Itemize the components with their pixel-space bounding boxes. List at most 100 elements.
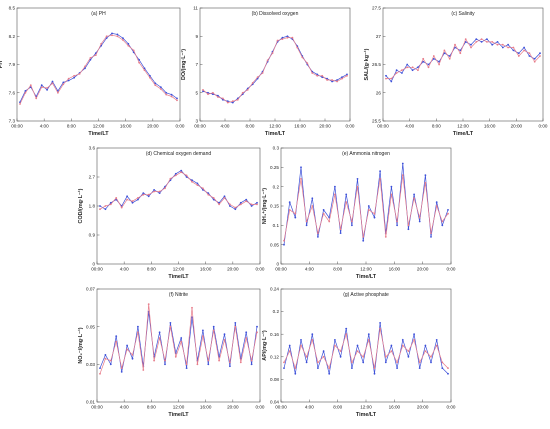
- chart-title: (b) Dissolved oxygen: [252, 11, 299, 17]
- data-point: [480, 38, 483, 40]
- data-point: [185, 176, 188, 178]
- y-tick-label: 0.25: [270, 165, 279, 170]
- data-point: [212, 93, 214, 96]
- data-point: [153, 359, 156, 362]
- x-tick-label: 0:00: [346, 124, 355, 129]
- data-point: [305, 355, 308, 358]
- data-point: [396, 220, 398, 223]
- data-point: [24, 90, 27, 92]
- series-line-0: [99, 170, 258, 210]
- data-point: [288, 209, 291, 211]
- y-tick-label: 0.03: [86, 362, 95, 367]
- plot-frame: [16, 7, 181, 122]
- x-axis-label: Time/LT: [265, 131, 286, 137]
- data-point: [261, 72, 264, 74]
- data-point: [153, 190, 156, 193]
- x-tick-label: 20:00: [227, 405, 239, 410]
- x-tick-label: 16:00: [120, 124, 132, 129]
- data-point: [385, 77, 387, 80]
- data-point: [345, 327, 348, 330]
- data-point: [401, 162, 404, 165]
- data-point: [57, 91, 59, 94]
- x-tick-label: 4:00: [120, 267, 129, 272]
- x-tick-label: 20:00: [227, 267, 239, 272]
- data-point: [539, 52, 541, 55]
- data-point: [384, 236, 387, 238]
- x-tick-label: 12:00: [173, 267, 185, 272]
- data-point: [401, 344, 404, 347]
- data-point: [202, 90, 204, 93]
- data-point: [356, 178, 359, 180]
- data-point: [202, 335, 204, 337]
- data-point: [207, 192, 210, 195]
- data-point: [104, 354, 107, 356]
- x-tick-label: 8:00: [333, 267, 342, 272]
- data-point: [158, 337, 161, 339]
- series-line-1: [386, 38, 541, 79]
- data-point: [294, 367, 297, 369]
- y-tick-label: 0.05: [86, 324, 95, 329]
- data-point: [373, 367, 376, 369]
- data-point: [362, 239, 365, 242]
- data-point: [424, 350, 427, 352]
- data-point: [336, 80, 338, 83]
- y-tick-label: 27.5: [372, 6, 381, 11]
- data-point: [196, 184, 199, 187]
- chart-title: (c) Salinity: [451, 11, 475, 17]
- y-tick-label: 8.5: [9, 6, 16, 11]
- data-point: [170, 93, 173, 96]
- data-point: [111, 34, 113, 37]
- data-point: [443, 52, 446, 55]
- data-point: [424, 181, 427, 184]
- data-point: [321, 76, 324, 79]
- data-point: [454, 46, 456, 49]
- data-point: [202, 329, 204, 332]
- x-tick-label: 16:00: [389, 267, 401, 272]
- data-point: [62, 83, 65, 86]
- data-point: [346, 74, 348, 77]
- data-point: [109, 201, 112, 204]
- data-point: [234, 206, 237, 209]
- data-point: [448, 55, 451, 57]
- series-line-1: [99, 171, 257, 210]
- data-point: [122, 39, 124, 41]
- data-point: [246, 89, 249, 91]
- y-tick-label: 11: [193, 6, 198, 11]
- x-axis-label: Time/LT: [453, 131, 474, 137]
- x-tick-label: 12:00: [360, 267, 372, 272]
- data-point: [116, 33, 119, 36]
- chart-panel-0: (a) PH 7.3 7.6 7.9 8.2 8.5 00:00 4:00 8:00 12:00 1…: [0, 6, 185, 137]
- data-point: [328, 367, 331, 369]
- data-point: [169, 322, 172, 324]
- data-point: [351, 361, 353, 364]
- data-point: [138, 61, 141, 64]
- data-point: [339, 228, 342, 231]
- x-tick-label: 16:00: [484, 124, 496, 129]
- data-point: [120, 371, 123, 373]
- data-point: [362, 361, 365, 364]
- x-tick-label: 12:00: [269, 124, 281, 129]
- data-point: [301, 56, 304, 59]
- data-point: [223, 339, 226, 341]
- x-tick-label: 0:00: [176, 124, 185, 129]
- data-point: [501, 46, 504, 49]
- data-point: [418, 361, 421, 364]
- data-point: [373, 216, 376, 219]
- data-point: [507, 43, 509, 46]
- data-point: [283, 243, 285, 246]
- data-point: [73, 76, 75, 79]
- data-point: [517, 55, 520, 57]
- data-point: [317, 232, 319, 235]
- data-point: [390, 80, 393, 83]
- data-point: [138, 58, 141, 61]
- data-point: [441, 224, 444, 227]
- data-point: [367, 209, 370, 211]
- data-point: [435, 205, 438, 207]
- data-point: [176, 97, 178, 100]
- data-point: [250, 205, 253, 207]
- data-point: [226, 100, 229, 103]
- data-point: [231, 100, 234, 103]
- y-tick-label: 0.12: [270, 354, 279, 359]
- data-point: [326, 79, 328, 81]
